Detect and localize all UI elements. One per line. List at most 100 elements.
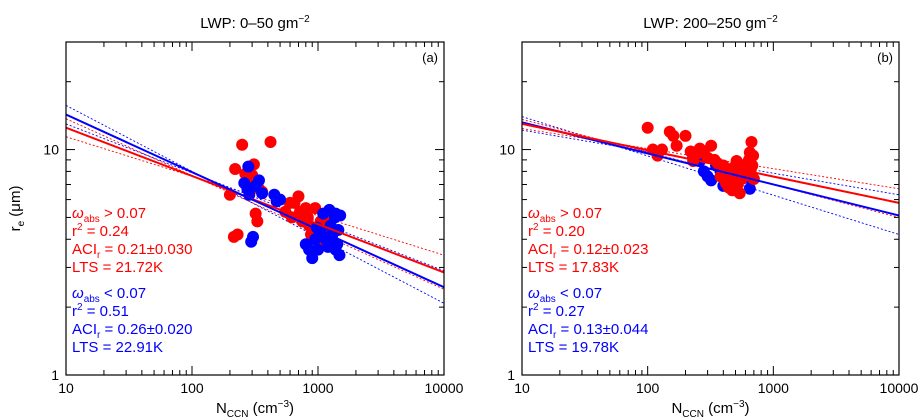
data-point xyxy=(236,138,249,151)
panel-title: LWP: 0–50 gm−2 xyxy=(200,14,310,32)
r2-symbol: r xyxy=(72,223,77,240)
stat-r2: r2 = 0.24 xyxy=(72,222,129,240)
x-tick-label: 10000 xyxy=(425,380,464,396)
data-point xyxy=(251,215,264,228)
plot-frame xyxy=(521,41,900,376)
ylabel-unit: (μm) xyxy=(7,186,24,221)
plot-area xyxy=(66,104,444,304)
fit-line xyxy=(522,122,899,204)
stat-aci: ACIr = 0.26±0.020 xyxy=(72,321,192,341)
data-point xyxy=(333,249,346,262)
data-point xyxy=(299,202,312,215)
x-tick-label: 100 xyxy=(180,380,204,396)
title-text: LWP: 200–250 gm xyxy=(643,15,766,32)
aci-subscript: r xyxy=(553,250,557,261)
data-point xyxy=(331,238,344,251)
plot-area xyxy=(522,116,899,235)
confidence-line xyxy=(522,119,899,218)
data-point xyxy=(252,174,265,187)
panel-label: (a) xyxy=(422,50,438,65)
r2-value: = 0.24 xyxy=(83,223,129,240)
aci-subscript: r xyxy=(97,330,101,341)
confidence-line xyxy=(66,104,444,304)
title-superscript: −2 xyxy=(298,14,310,25)
omega-symbol: ω xyxy=(528,205,540,222)
xlabel-subscript: CCN xyxy=(682,409,704,420)
stat-omega: ωabs > 0.07 xyxy=(528,205,602,225)
x-tick-label: 1000 xyxy=(758,380,789,396)
confidence-line xyxy=(66,118,444,290)
plot-frame xyxy=(65,41,445,376)
r2-symbol: r xyxy=(528,303,533,320)
x-tick-label: 10 xyxy=(58,380,74,396)
r2-superscript: 2 xyxy=(77,302,83,313)
x-axis-label: NCCN (cm−3) xyxy=(216,399,294,420)
y-tick-label: 1 xyxy=(507,367,515,383)
data-point xyxy=(733,187,746,200)
r2-superscript: 2 xyxy=(533,302,539,313)
data-point xyxy=(667,129,680,142)
stat-lts: LTS = 17.83K xyxy=(528,259,619,276)
ylabel-main: r xyxy=(7,226,24,231)
stat-aci: ACIr = 0.13±0.044 xyxy=(528,321,648,341)
stat-lts: LTS = 21.72K xyxy=(72,259,163,276)
aci-symbol: ACI xyxy=(72,321,97,338)
panel-title: LWP: 200–250 gm−2 xyxy=(643,14,778,32)
stat-r2: r2 = 0.51 xyxy=(72,302,129,320)
data-point xyxy=(256,187,269,200)
r2-value: = 0.51 xyxy=(83,303,129,320)
aci-value: = 0.12±0.023 xyxy=(556,241,648,258)
aci-value: = 0.26±0.020 xyxy=(100,321,192,338)
xlabel-superscript: −3 xyxy=(278,399,290,410)
omega-symbol: ω xyxy=(72,205,84,222)
y-tick-label: 1 xyxy=(51,367,59,383)
stat-lts: LTS = 19.78K xyxy=(528,339,619,356)
data-point xyxy=(247,230,260,243)
data-point xyxy=(292,190,305,203)
ylabel-subscript: e xyxy=(16,220,27,226)
stat-omega: ωabs < 0.07 xyxy=(528,285,602,305)
data-point xyxy=(329,207,342,220)
data-point xyxy=(231,228,244,241)
y-tick-label: 10 xyxy=(499,142,515,158)
aci-subscript: r xyxy=(553,330,557,341)
xlabel-close: ) xyxy=(745,400,750,417)
stat-lts: LTS = 22.91K xyxy=(72,339,163,356)
r2-symbol: r xyxy=(72,303,77,320)
omega-threshold: > 0.07 xyxy=(556,205,602,222)
x-tick-label: 100 xyxy=(636,380,660,396)
stat-r2: r2 = 0.20 xyxy=(528,222,585,240)
axis-ticks xyxy=(65,41,444,376)
data-point xyxy=(679,129,692,142)
data-point xyxy=(705,139,718,152)
omega-subscript: abs xyxy=(84,214,100,225)
aci-symbol: ACI xyxy=(528,241,553,258)
xlabel-unit: (cm xyxy=(248,400,277,417)
xlabel-superscript: −3 xyxy=(733,399,745,410)
r2-value: = 0.20 xyxy=(539,223,585,240)
panel-label: (b) xyxy=(877,50,893,65)
x-tick-label: 10000 xyxy=(880,380,919,396)
xlabel-subscript: CCN xyxy=(227,409,249,420)
aci-symbol: ACI xyxy=(528,321,553,338)
r2-symbol: r xyxy=(528,223,533,240)
y-tick-label: 10 xyxy=(43,142,59,158)
y-axis-label: re (μm) xyxy=(7,186,27,232)
x-tick-label: 10 xyxy=(514,380,530,396)
stat-r2: r2 = 0.27 xyxy=(528,302,585,320)
aci-subscript: r xyxy=(97,250,101,261)
title-text: LWP: 0–50 gm xyxy=(200,15,298,32)
omega-threshold: < 0.07 xyxy=(556,285,602,302)
stat-omega: ωabs > 0.07 xyxy=(72,205,146,225)
data-point xyxy=(242,160,255,173)
xlabel-main: N xyxy=(216,400,227,417)
r2-value: = 0.27 xyxy=(539,303,585,320)
x-axis-label: NCCN (cm−3) xyxy=(671,399,749,420)
xlabel-main: N xyxy=(671,400,682,417)
omega-subscript: abs xyxy=(84,294,100,305)
x-tick-label: 1000 xyxy=(302,380,333,396)
omega-subscript: abs xyxy=(540,214,556,225)
stat-aci: ACIr = 0.21±0.030 xyxy=(72,241,192,261)
data-point xyxy=(745,136,758,149)
